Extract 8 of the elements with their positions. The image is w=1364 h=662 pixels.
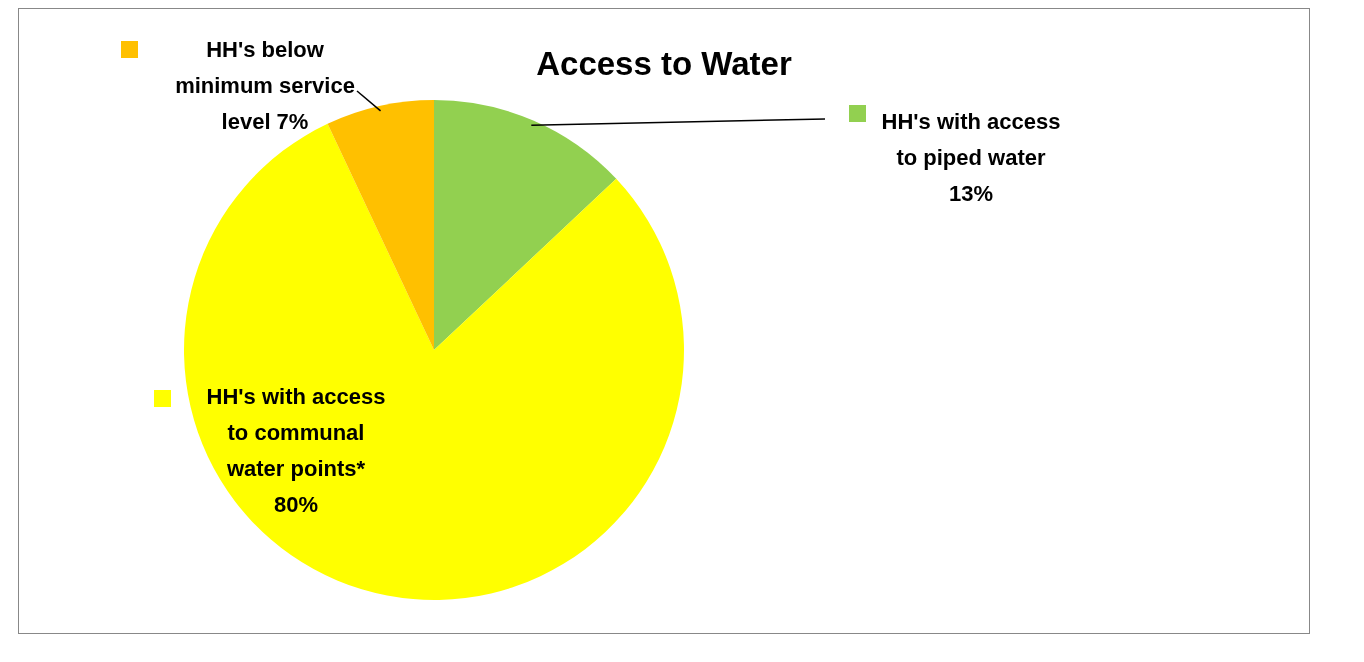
legend-label: HH's with access to piped water: [881, 109, 1061, 170]
pie-slice: [434, 100, 617, 350]
data-label: 80%: [273, 492, 319, 517]
chart-title: Access to Water: [536, 45, 792, 82]
legend-label: HH's with access to communal water points*: [206, 384, 386, 481]
data-label: 13%: [948, 181, 994, 206]
slice-label: HH's below minimum service level 7%: [175, 37, 355, 134]
pie-slice: [327, 100, 434, 350]
